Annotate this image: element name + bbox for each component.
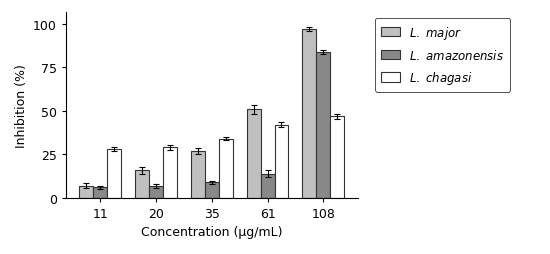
Bar xyxy=(219,139,233,198)
Bar xyxy=(149,186,163,198)
Legend: $\it{L.\ major}$, $\it{L.\ amazonensis}$, $\it{L.\ chagasi}$: $\it{L.\ major}$, $\it{L.\ amazonensis}$… xyxy=(375,19,510,92)
Bar xyxy=(93,188,107,198)
X-axis label: Concentration (μg/mL): Concentration (μg/mL) xyxy=(141,226,283,239)
Bar xyxy=(274,125,288,198)
Bar xyxy=(79,186,93,198)
Bar xyxy=(246,110,261,198)
Bar xyxy=(261,174,274,198)
Bar xyxy=(331,117,344,198)
Bar xyxy=(163,148,177,198)
Bar xyxy=(191,151,205,198)
Bar xyxy=(316,53,331,198)
Bar xyxy=(205,183,219,198)
Bar xyxy=(302,30,316,198)
Bar xyxy=(135,170,149,198)
Y-axis label: Inhibition (%): Inhibition (%) xyxy=(14,64,28,147)
Bar xyxy=(107,150,121,198)
